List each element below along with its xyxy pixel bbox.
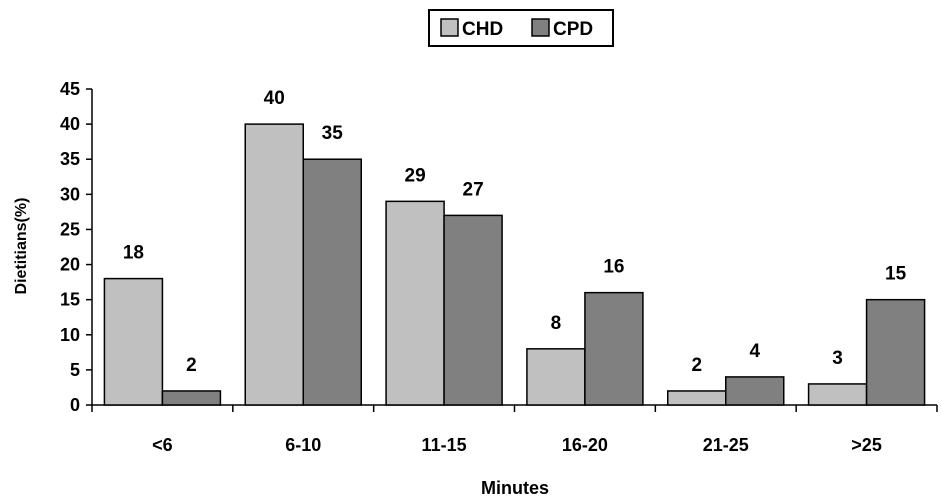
plot-area: 0 5 10 15 20 25 30 35 40 45 <6 18 2 6-10 40 35 11-15 29 27… [60,79,938,455]
y-tick-label: 15 [60,290,80,310]
legend-swatch-cpd [531,18,550,37]
data-label: 35 [322,123,344,144]
y-tick-label: 35 [60,149,80,169]
y-tick-label: 40 [60,114,80,134]
x-tick-label: >25 [851,435,882,455]
x-tick-label: 11-15 [422,435,467,455]
legend-box [428,9,614,47]
data-label: 4 [749,341,760,362]
y-axis-title: Dietitians(%) [13,198,30,295]
bar-chd [667,390,727,406]
data-label: 15 [885,264,907,285]
data-label: 29 [405,165,426,186]
data-label: 2 [691,355,702,376]
x-tick-label: 16-20 [562,435,608,455]
legend: CHD CPD [428,9,614,47]
y-tick-label: 45 [60,79,80,99]
legend-label-cpd: CPD [553,19,593,40]
bar-chd [526,348,586,406]
x-axis-title: Minutes [481,478,549,498]
data-label: 2 [186,355,197,376]
bar-cpd [584,291,644,406]
y-tick-label: 25 [60,219,80,239]
data-label: 3 [832,348,843,369]
data-label: 8 [551,313,562,334]
data-label: 16 [603,257,624,278]
bar-cpd [443,214,503,406]
bar-chd [807,383,868,406]
bar-cpd [865,298,926,406]
y-tick-label: 0 [70,395,80,415]
y-tick-label: 30 [60,184,80,204]
bar-chd [244,123,304,406]
bar-chd [103,277,164,406]
x-tick-label: <6 [152,435,173,455]
legend-label-chd: CHD [462,19,503,40]
bar-cpd [725,376,785,406]
x-tick-label: 21-25 [703,435,749,455]
bar-cpd [161,390,222,406]
data-label: 40 [264,88,285,109]
y-tick-label: 20 [60,255,80,275]
data-label: 18 [123,243,144,264]
y-tick-label: 10 [60,325,80,345]
legend-swatch-chd [440,18,459,37]
bar-chd [385,200,445,406]
data-label: 27 [463,179,484,200]
x-tick-label: 6-10 [285,435,321,455]
y-tick-label: 5 [70,360,80,380]
bar-cpd [302,158,362,406]
